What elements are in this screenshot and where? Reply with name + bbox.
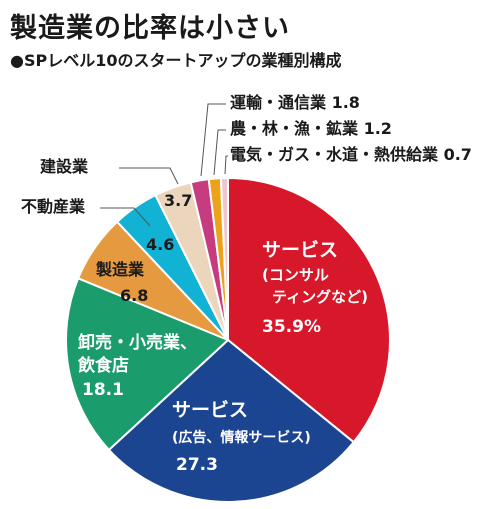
slice-label: サービス bbox=[172, 399, 248, 421]
chart-title: 製造業の比率は小さい bbox=[10, 13, 290, 44]
slice-label: 電気・ガス・水道・熱供給業 0.7 bbox=[230, 145, 472, 164]
slice-label: (コンサル bbox=[262, 266, 329, 284]
slice-label: 不動産業 bbox=[21, 197, 86, 216]
slice-value-label: 4.6 bbox=[146, 235, 174, 254]
slice-label: サービス bbox=[262, 239, 338, 261]
pie-slice bbox=[65, 276, 230, 452]
slice-label: 飲食店 bbox=[77, 355, 129, 376]
slice-label: 建設業 bbox=[40, 157, 89, 176]
slice-value-label: 18.1 bbox=[82, 380, 124, 400]
slice-label: 運輸・通信業 1.8 bbox=[230, 93, 360, 112]
pie-slice bbox=[219, 176, 229, 341]
slice-label: 製造業 bbox=[95, 260, 145, 279]
slice-label: 農・林・漁・鉱業 1.2 bbox=[230, 119, 392, 138]
leader-line bbox=[224, 155, 228, 175]
leader-line bbox=[200, 103, 226, 177]
chart-subtitle: ●SPレベル10のスタートアップの業種別構成 bbox=[10, 51, 342, 70]
slice-label: ティングなど) bbox=[272, 288, 368, 306]
slice-label: (広告、情報サービス) bbox=[172, 429, 311, 446]
slice-value-label: 6.8 bbox=[120, 286, 148, 305]
slice-label: 卸売・小売業、 bbox=[78, 332, 197, 353]
pie-slice bbox=[227, 176, 391, 444]
leader-line bbox=[100, 207, 151, 227]
slice-value-label: 35.9% bbox=[262, 317, 321, 337]
slice-value-label: 27.3 bbox=[176, 455, 218, 475]
pie-slice bbox=[107, 338, 356, 503]
leader-line bbox=[213, 129, 226, 176]
leader-line bbox=[119, 167, 179, 185]
slice-value-label: 3.7 bbox=[164, 191, 192, 210]
